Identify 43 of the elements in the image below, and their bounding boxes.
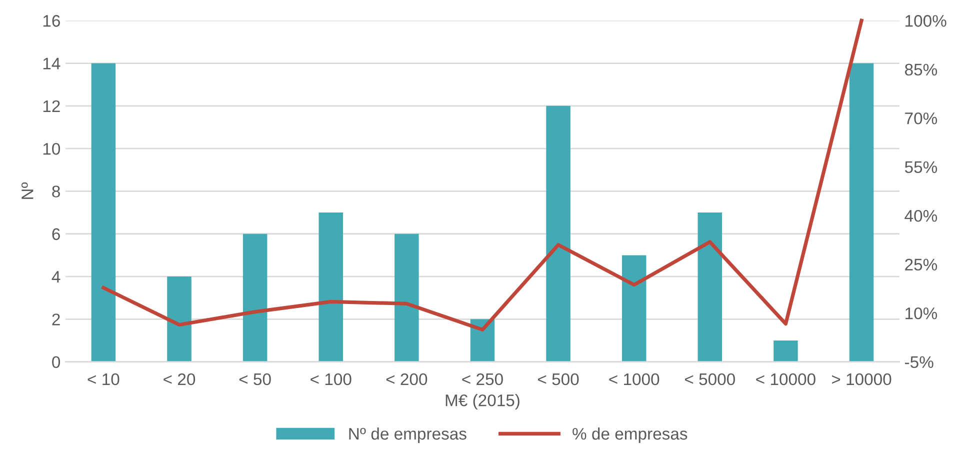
x-axis-title: M€ (2015) [446, 394, 520, 410]
bar [242, 234, 268, 362]
legend-label: Nº de empresas [349, 427, 466, 443]
x-tick-label: < 20 [164, 373, 196, 386]
bar [849, 63, 874, 362]
x-tick-label: < 100 [310, 373, 352, 386]
y2-tick-label: 100% [906, 15, 946, 27]
y2-tick-label: 55% [904, 161, 938, 174]
y-tick-label: 10 [43, 142, 60, 155]
bar [698, 212, 722, 362]
bar [318, 212, 343, 362]
bar [546, 106, 570, 362]
bar [622, 255, 646, 362]
y-tick-label: 2 [52, 314, 60, 326]
x-tick-label: < 200 [386, 373, 428, 386]
y-tick-label: 14 [43, 58, 60, 70]
y-tick-label: 6 [52, 228, 60, 240]
line-series [102, 18, 864, 332]
x-tick-label: < 500 [538, 373, 579, 386]
y2-tick-label: 85% [904, 64, 938, 76]
y2-tick-label: 70% [905, 112, 938, 124]
y-tick-label: 4 [52, 271, 60, 283]
x-tick-label: < 5000 [685, 373, 735, 386]
x-tick-label: < 10000 [756, 373, 816, 386]
bar [774, 340, 798, 362]
bar [91, 63, 116, 362]
y-tick-label: 16 [43, 15, 60, 27]
x-tick-label: < 1000 [609, 373, 660, 386]
bar [394, 234, 419, 362]
x-tick-label: > 10000 [832, 373, 892, 386]
x-tick-label: < 250 [462, 373, 503, 386]
y2-tick-label: 10% [906, 307, 938, 320]
y2-tick-label: 40% [904, 210, 938, 222]
x-tick-label: < 50 [239, 373, 271, 386]
y-tick-label: 12 [43, 100, 60, 112]
y-tick-label: 0 [52, 356, 60, 368]
y2-tick-label: 25% [905, 258, 938, 271]
y-tick-label: 8 [52, 186, 60, 198]
y2-tick-label: -5% [905, 356, 934, 368]
bar [167, 276, 192, 362]
x-tick-label: < 10 [88, 373, 120, 386]
y-axis-title: Nº [21, 182, 34, 199]
legend-label: % de empresas [572, 427, 688, 443]
